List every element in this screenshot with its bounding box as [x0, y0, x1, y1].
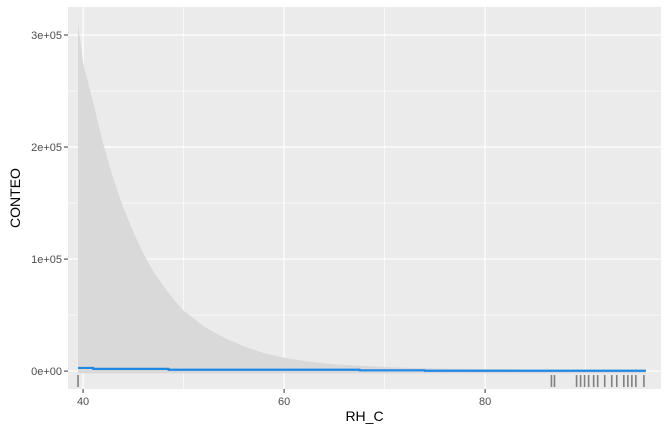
y-tick-label: 1e+05: [31, 254, 62, 266]
x-tick-label: 60: [278, 396, 290, 408]
series-line: [78, 366, 646, 372]
y-axis-title: CONTEO: [7, 168, 23, 228]
x-tick-label: 40: [77, 396, 89, 408]
x-tick-label: 80: [479, 396, 491, 408]
y-tick-label: 2e+05: [31, 142, 62, 154]
y-axis: 0e+00 1e+05 2e+05 3e+05: [31, 30, 68, 378]
rug-marks: [77, 375, 645, 387]
confidence-ribbon: [78, 23, 646, 374]
y-tick-label: 0e+00: [31, 366, 62, 378]
x-axis: 40 60 80: [77, 389, 491, 408]
y-tick-label: 3e+05: [31, 30, 62, 42]
x-axis-title: RH_C: [345, 408, 383, 424]
